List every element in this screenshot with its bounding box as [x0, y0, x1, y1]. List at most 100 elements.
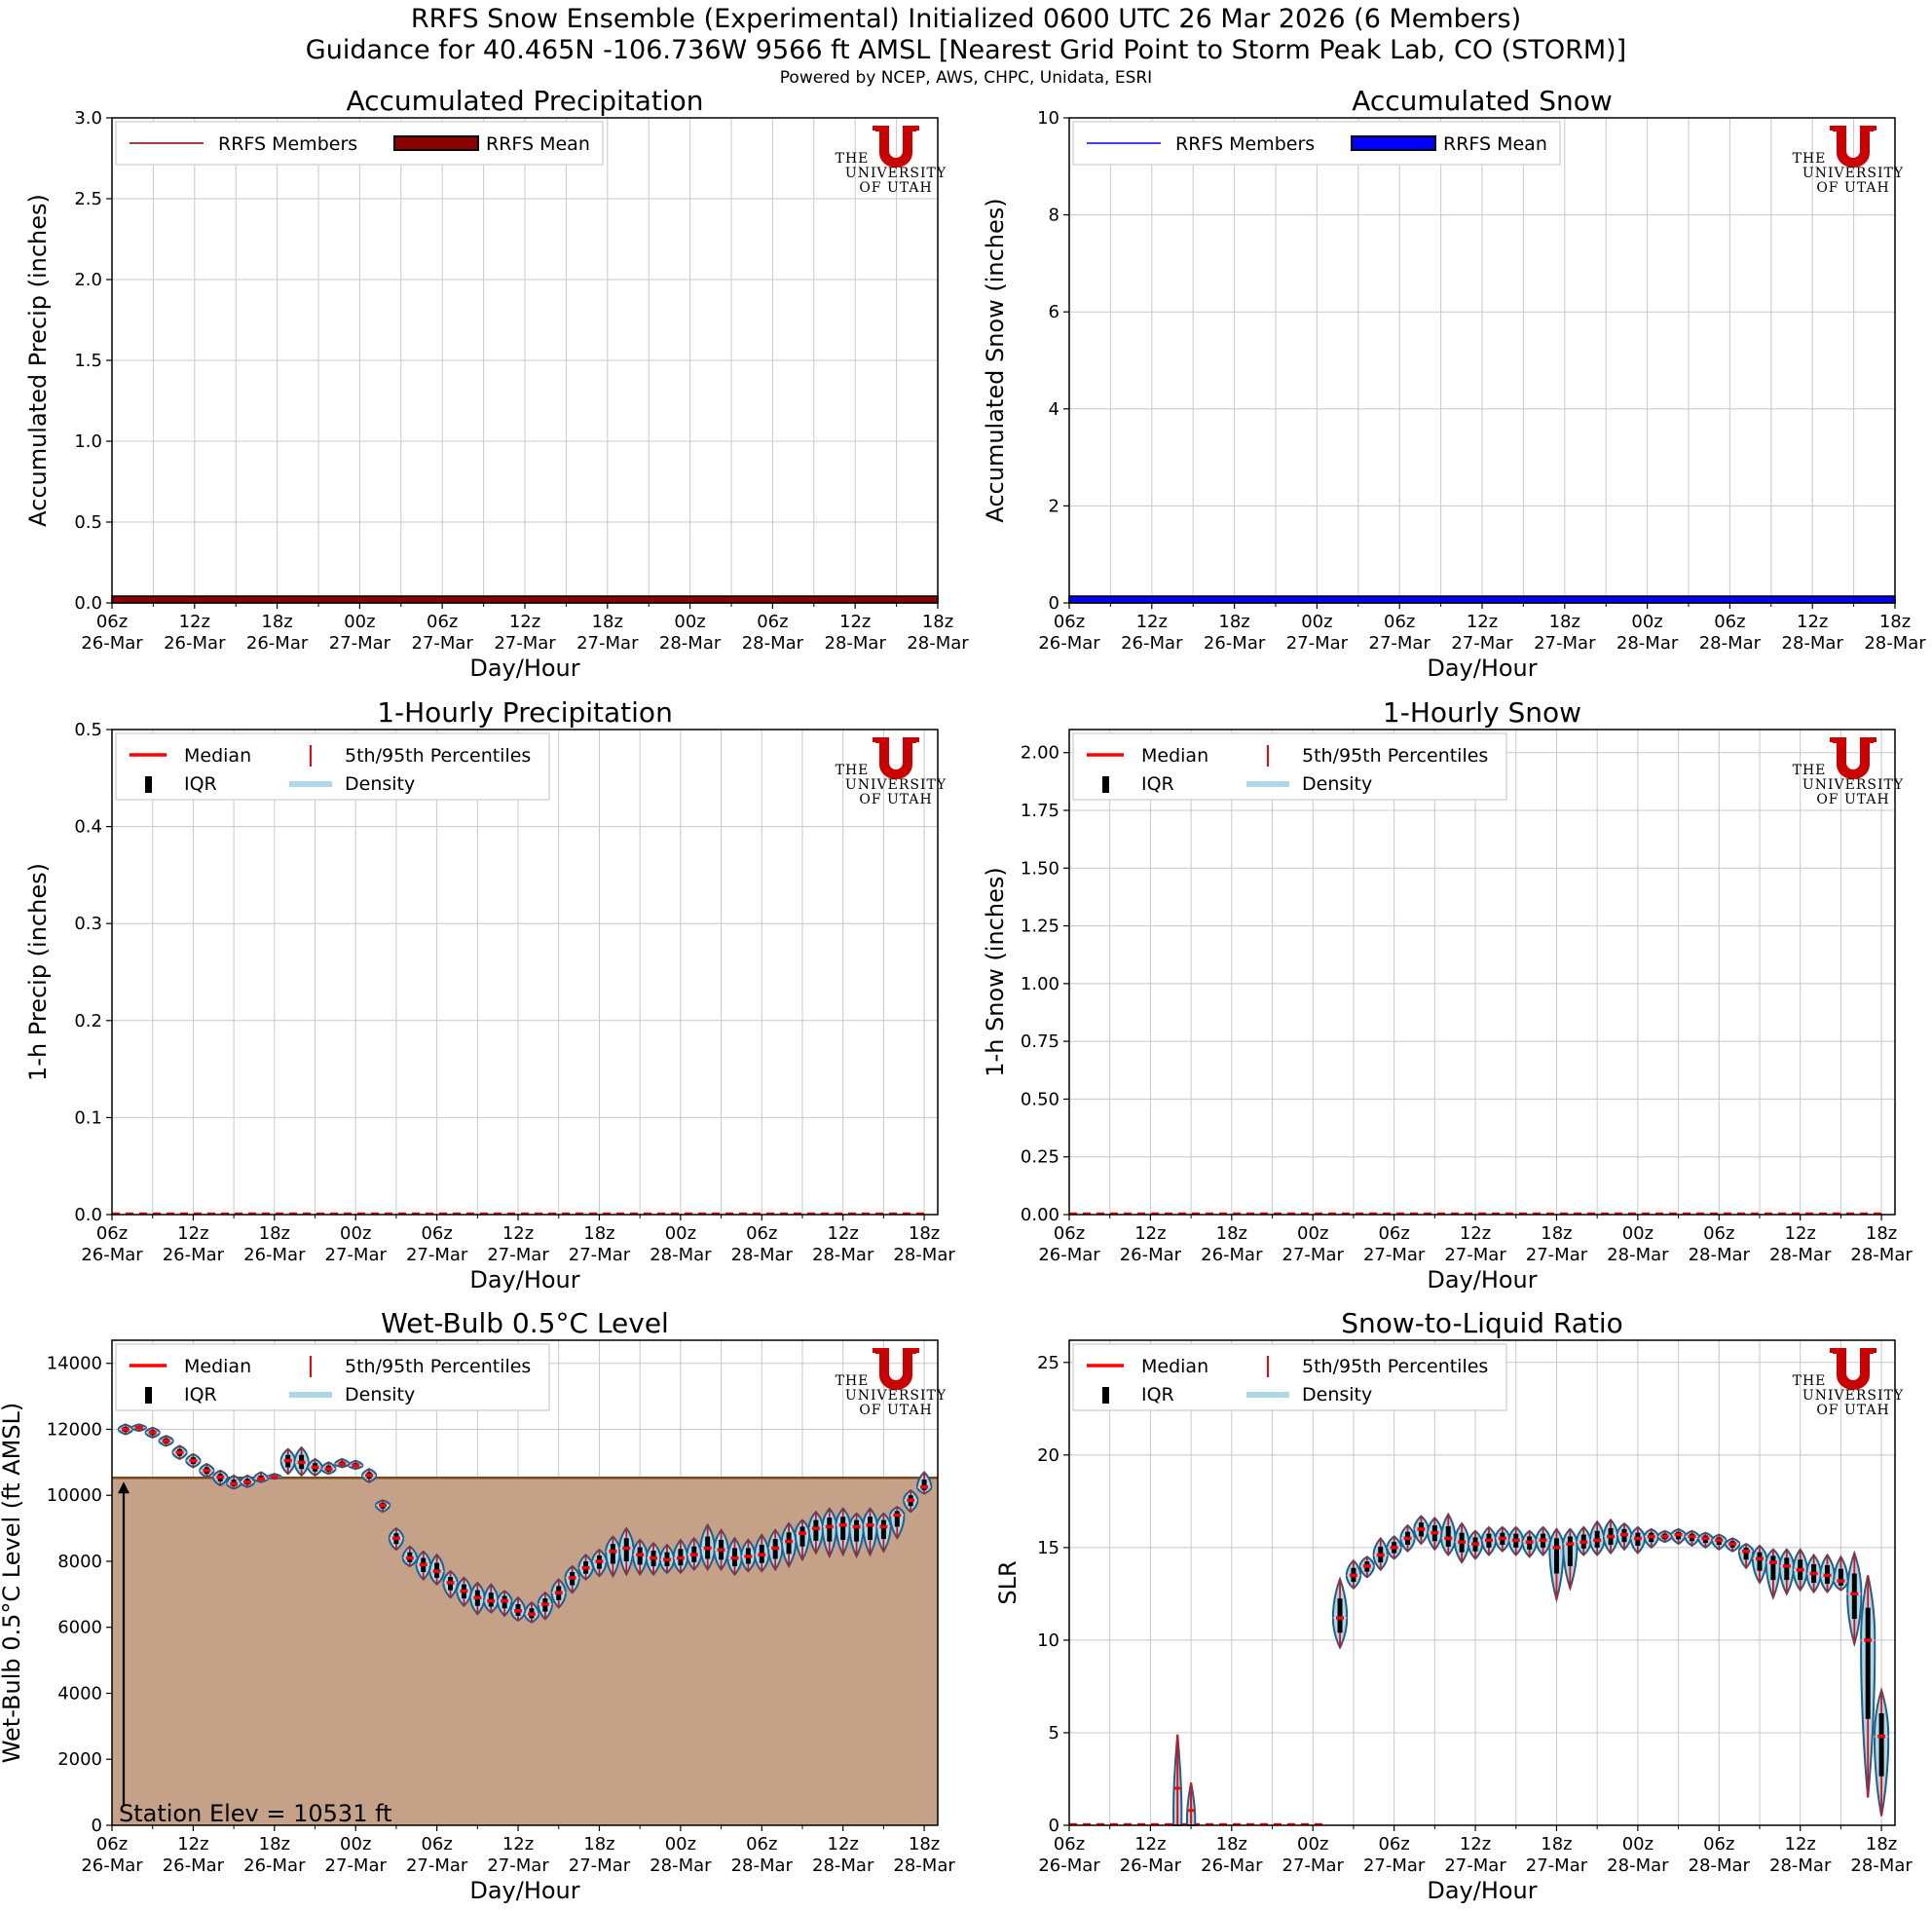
- legend-label: IQR: [1141, 1384, 1174, 1405]
- x-tick-label: 18z: [1216, 1223, 1247, 1244]
- figure-subtitle: Guidance for 40.465N -106.736W 9566 ft A…: [305, 35, 1627, 65]
- x-tick-date-label: 27-Mar: [1282, 1855, 1345, 1876]
- plot-frame: [1068, 1339, 1896, 1826]
- x-tick-date-label: 28-Mar: [1689, 1245, 1751, 1265]
- x-axis-label: Day/Hour: [1427, 1266, 1537, 1293]
- legend-box: [115, 1343, 550, 1411]
- x-tick-date-label: 28-Mar: [812, 1245, 874, 1265]
- university-logo-u-icon: [1833, 126, 1874, 168]
- x-tick-label: 00z: [1622, 1223, 1653, 1244]
- y-tick-label: 12000: [47, 1419, 102, 1440]
- x-tick-label: 00z: [1297, 1834, 1328, 1855]
- x-tick-date-label: 26-Mar: [1038, 1245, 1100, 1265]
- iqr-box: [894, 1511, 900, 1527]
- x-tick-label: 12z: [1467, 612, 1498, 632]
- x-tick-date-label: 28-Mar: [1769, 1245, 1832, 1265]
- station-elev-annotation: Station Elev = 10531 ft: [119, 1800, 392, 1827]
- x-tick-date-label: 27-Mar: [1363, 1245, 1426, 1265]
- x-tick-date-label: 27-Mar: [1286, 633, 1349, 654]
- plot-area: [1069, 730, 1895, 1215]
- iqr-box: [867, 1517, 873, 1540]
- iqr-box: [1838, 1568, 1843, 1586]
- x-tick-label: 06z: [421, 1834, 452, 1855]
- legend-label: 5th/95th Percentiles: [345, 1356, 531, 1377]
- x-tick-label: 06z: [1054, 612, 1085, 632]
- plot-area: [1069, 1340, 1895, 1825]
- x-tick-date-label: 27-Mar: [487, 1855, 549, 1876]
- x-tick-date-label: 27-Mar: [1369, 633, 1431, 654]
- x-tick-label: 12z: [839, 612, 871, 632]
- rrfs-mean-line: [1068, 595, 1896, 604]
- y-tick-label: 0.1: [74, 1107, 102, 1128]
- x-tick-date-label: 28-Mar: [742, 633, 804, 654]
- panel-title: Accumulated Snow: [1352, 85, 1613, 117]
- x-axis-label: Day/Hour: [1427, 655, 1537, 682]
- x-tick-label: 18z: [909, 1834, 940, 1855]
- logo-text-university: UNIVERSITY: [1802, 166, 1904, 181]
- x-tick-label: 12z: [1134, 1223, 1166, 1244]
- y-tick-label: 0: [1049, 1816, 1059, 1836]
- x-tick-date-label: 28-Mar: [825, 633, 887, 654]
- plot-area: [112, 730, 938, 1215]
- x-tick-label: 06z: [1378, 1834, 1409, 1855]
- x-tick-date-label: 27-Mar: [494, 633, 556, 654]
- x-tick-date-label: 27-Mar: [1534, 633, 1596, 654]
- legend-label: 5th/95th Percentiles: [1302, 1356, 1488, 1377]
- x-tick-label: 06z: [96, 1834, 128, 1855]
- logo-text-of-utah: OF UTAH: [1816, 792, 1889, 807]
- x-tick-date-label: 26-Mar: [1121, 633, 1183, 654]
- x-tick-label: 06z: [746, 1223, 777, 1244]
- logo-serif-left: [873, 1348, 888, 1353]
- legend-label: IQR: [184, 1384, 217, 1405]
- x-tick-date-label: 26-Mar: [164, 633, 226, 654]
- y-tick-label: 10: [1037, 108, 1059, 129]
- y-tick-label: 8000: [57, 1552, 102, 1572]
- x-tick-date-label: 26-Mar: [1038, 1855, 1100, 1876]
- x-tick-date-label: 27-Mar: [406, 1855, 468, 1876]
- x-tick-date-label: 28-Mar: [1616, 633, 1679, 654]
- university-logo-u-icon: [875, 1348, 916, 1390]
- x-tick-label: 00z: [340, 1834, 371, 1855]
- legend-label: Density: [1302, 1384, 1372, 1405]
- iqr-box: [1757, 1552, 1763, 1571]
- legend-mean-swatch: [393, 135, 479, 151]
- x-tick-date-label: 28-Mar: [907, 633, 969, 654]
- x-tick-date-label: 27-Mar: [1526, 1855, 1588, 1876]
- legend-label: Density: [345, 773, 415, 795]
- x-tick-label: 18z: [1879, 612, 1911, 632]
- legend-label: 5th/95th Percentiles: [345, 745, 531, 767]
- x-axis-label: Day/Hour: [469, 1266, 579, 1293]
- y-tick-label: 0.00: [1021, 1205, 1059, 1225]
- y-tick-label: 0.4: [74, 817, 102, 838]
- x-tick-date-label: 28-Mar: [893, 1855, 955, 1876]
- panel-hourly_snow: 1-Hourly Snow06z26-Mar12z26-Mar18z26-Mar…: [982, 696, 1913, 1293]
- legend-box: [1072, 1343, 1507, 1411]
- legend-label: Density: [345, 1384, 415, 1405]
- y-tick-label: 1.5: [74, 351, 102, 371]
- x-tick-label: 06z: [1384, 612, 1415, 632]
- y-axis-label: 1-h Precip (inches): [24, 863, 52, 1081]
- x-tick-date-label: 28-Mar: [1782, 633, 1844, 654]
- x-tick-date-label: 28-Mar: [812, 1855, 874, 1876]
- logo-serif-left: [1830, 1348, 1845, 1353]
- logo-text-university: UNIVERSITY: [845, 1388, 947, 1404]
- y-axis-label: Accumulated Precip (inches): [24, 194, 52, 527]
- x-tick-label: 06z: [1714, 612, 1745, 632]
- x-axis-label: Day/Hour: [469, 655, 579, 682]
- legend-label: Density: [1302, 773, 1372, 795]
- x-tick-date-label: 28-Mar: [1689, 1855, 1751, 1876]
- university-logo-u-icon: [875, 737, 916, 779]
- x-tick-label: 18z: [583, 1834, 614, 1855]
- x-tick-label: 18z: [592, 612, 623, 632]
- y-tick-label: 2.5: [74, 189, 102, 209]
- y-tick-label: 6000: [57, 1618, 102, 1638]
- y-tick-label: 5: [1049, 1723, 1059, 1743]
- x-tick-date-label: 27-Mar: [325, 1855, 388, 1876]
- logo-text-university: UNIVERSITY: [845, 166, 947, 181]
- x-tick-label: 12z: [1797, 612, 1828, 632]
- x-tick-label: 00z: [674, 612, 705, 632]
- x-tick-date-label: 26-Mar: [1038, 633, 1100, 654]
- x-tick-date-label: 26-Mar: [81, 1245, 143, 1265]
- iqr-box: [1567, 1536, 1573, 1566]
- y-tick-label: 0.5: [74, 720, 102, 740]
